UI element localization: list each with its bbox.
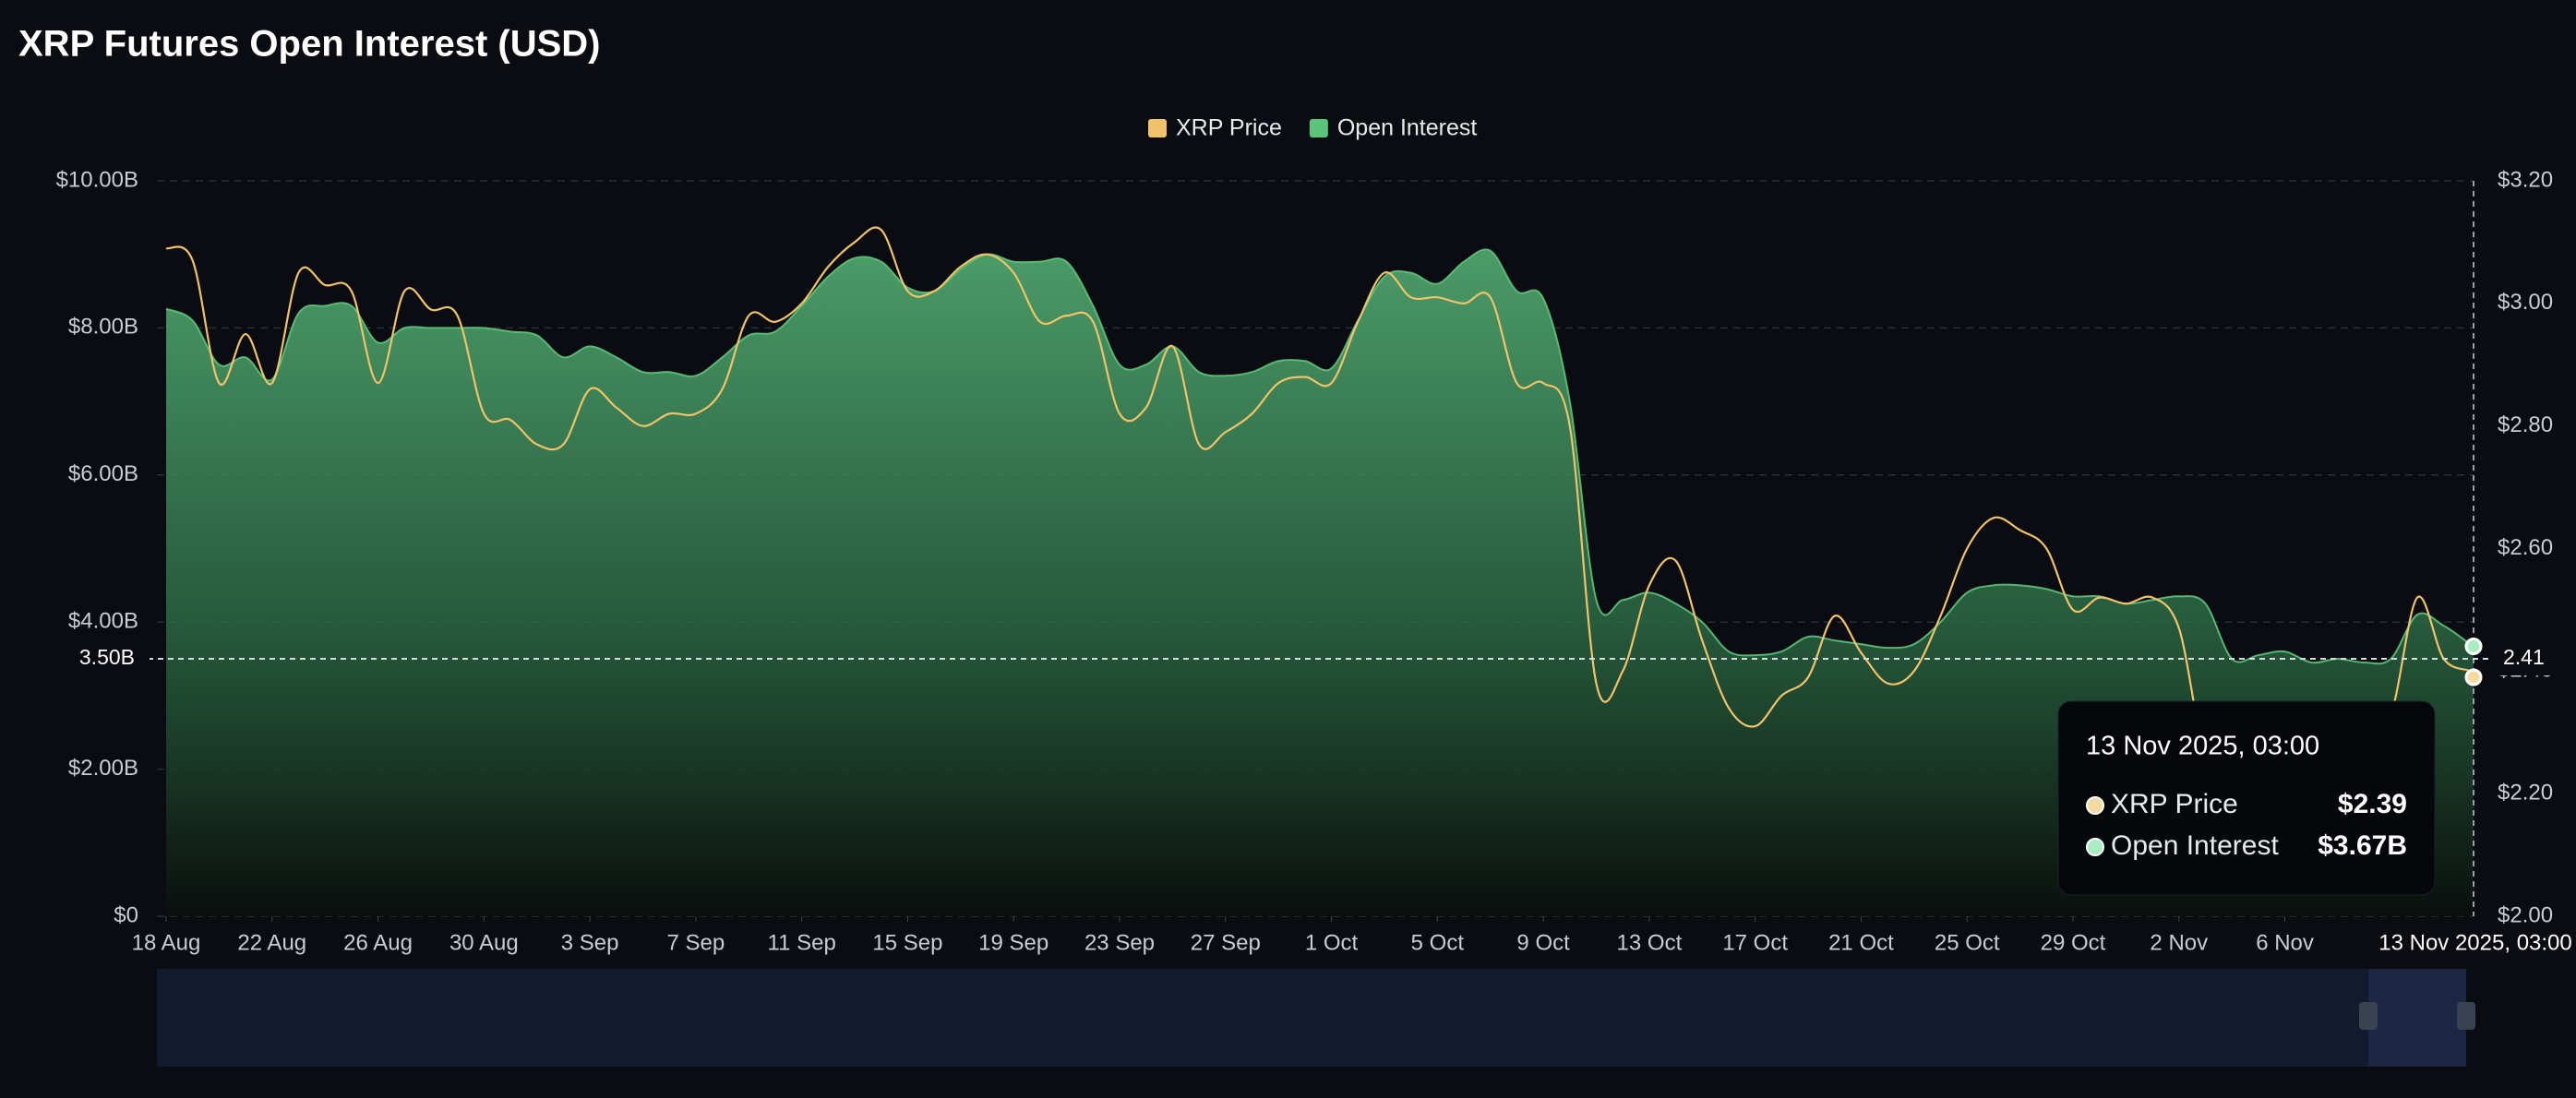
x-tick-label: 18 Aug (132, 930, 201, 955)
area (166, 249, 2474, 916)
y-tick-label: $2.00B (68, 756, 138, 781)
x-tick-label: 19 Sep (978, 930, 1048, 955)
x-tick-label: 30 Aug (449, 930, 519, 955)
x-tick-label: 23 Sep (1084, 930, 1155, 955)
x-tick-label: 17 Oct (1722, 930, 1788, 955)
x-tick-label: 2 Nov (2150, 930, 2208, 955)
crosshair-y-label: 3.50B (79, 645, 135, 669)
legend-label[interactable]: XRP Price (1176, 115, 1282, 141)
tooltip-series: Open Interest (2111, 830, 2279, 861)
plot (165, 226, 2475, 916)
x-tick-label: 9 Oct (1516, 930, 1570, 955)
tooltip-dot (2086, 796, 2104, 815)
crosshair-y2-box (2492, 642, 2566, 676)
x-tick-label: 7 Sep (667, 930, 725, 955)
hover-point (2464, 668, 2483, 686)
hover-point (2464, 638, 2483, 656)
x-tick-label: 11 Sep (768, 930, 836, 955)
y-tick-label: $6.00B (68, 461, 138, 486)
line (165, 226, 2475, 756)
crosshair-x-label: 13 Nov 2025, 03:00 (2378, 930, 2572, 955)
legend-swatch (1148, 119, 1167, 137)
x-tick-label: 29 Oct (2041, 930, 2106, 955)
tooltip-dot (2086, 838, 2104, 856)
y2-tick-label: $2.60 (2498, 535, 2553, 560)
x-tick-label: 1 Oct (1305, 930, 1359, 955)
crosshair-y-box (61, 642, 150, 676)
legend: XRP Price Open Interest (1148, 115, 1477, 141)
crosshair: 3.50B 2.41 13 Nov 2025, 03:00 (61, 181, 2576, 961)
y2-tick-label: $2.00 (2498, 902, 2553, 927)
tooltip-series: XRP Price (2111, 789, 2238, 819)
y-tick-label: $0 (114, 902, 138, 927)
navigator-track (157, 969, 2466, 1067)
y2-tick-label: $2.20 (2498, 781, 2553, 806)
x-tick-label: 3 Sep (561, 930, 619, 955)
x-tick-label: 21 Oct (1828, 930, 1894, 955)
y-tick-label: $10.00B (56, 167, 138, 192)
y-tick-label: $4.00B (68, 609, 138, 634)
crosshair-y2-label: 2.41 (2503, 645, 2545, 669)
x-tick-label: 26 Aug (343, 930, 413, 955)
x-tick-label: 25 Oct (1935, 930, 2000, 955)
tooltip-box (2057, 700, 2436, 896)
navigator-window[interactable] (2368, 969, 2466, 1067)
chart-title: XRP Futures Open Interest (USD) (18, 24, 600, 65)
y2-tick-label: $3.00 (2498, 290, 2553, 315)
x-tick-label: 13 Oct (1617, 930, 1683, 955)
navigator-handle[interactable] (2457, 1002, 2475, 1030)
tooltip-value: $2.39 (2338, 789, 2407, 819)
x-tick-label: 22 Aug (237, 930, 306, 955)
navigator (157, 969, 2475, 1067)
navigator-handle[interactable] (2359, 1002, 2378, 1030)
x-tick-label: 27 Sep (1191, 930, 1261, 955)
crosshair-x-box (2350, 926, 2576, 961)
x-tick-label: 6 Nov (2256, 930, 2314, 955)
y2-tick-label: $2.80 (2498, 412, 2553, 437)
x-tick-label: 15 Sep (872, 930, 942, 955)
legend-label[interactable]: Open Interest (1337, 115, 1478, 141)
tooltip-title: 13 Nov 2025, 03:00 (2086, 732, 2319, 761)
x-tick-label: 5 Oct (1411, 930, 1465, 955)
legend-swatch (1309, 119, 1328, 137)
tooltip: 13 Nov 2025, 03:00 XRP Price $2.39 Open Int… (2057, 700, 2436, 896)
tooltip-value: $3.67B (2318, 830, 2407, 861)
axes: $0 $2.00B $4.00B $6.00B $8.00B $10.00B $2.00 $2… (56, 167, 2553, 955)
y-tick-label: $8.00B (68, 315, 138, 340)
y2-tick-label: $3.20 (2498, 167, 2553, 192)
